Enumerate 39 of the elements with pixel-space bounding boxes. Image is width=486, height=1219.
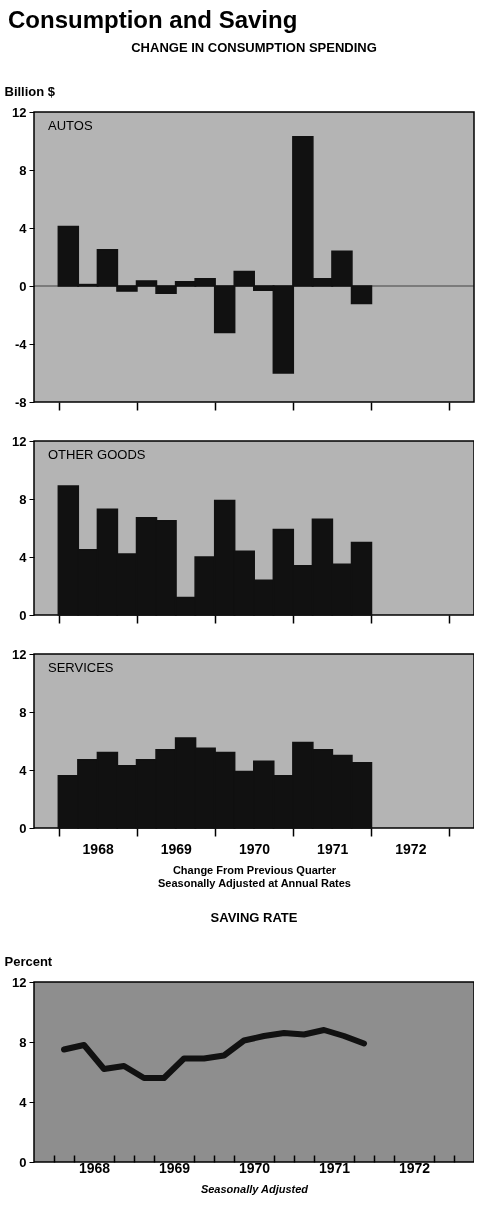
- text: Change From Previous Quarter: [172, 863, 337, 876]
- y-tick-label: 4: [19, 762, 28, 778]
- x-tick-label: 1971: [317, 840, 349, 857]
- y-tick-label: 12: [12, 433, 27, 449]
- text: Seasonally Adjusted: [200, 1182, 309, 1195]
- y-tick-label: 12: [12, 104, 27, 120]
- y-tick-label: 8: [19, 491, 27, 507]
- x-tick-label: 1969: [158, 1159, 191, 1176]
- text: Seasonally Adjusted at Annual Rates: [158, 876, 351, 889]
- x-tick-label: 1972: [398, 1159, 431, 1176]
- x-tick-label: 1969: [160, 840, 193, 857]
- y-tick-label: 0: [19, 820, 27, 836]
- y-tick-label: 8: [19, 1034, 27, 1050]
- annotation: SERVICES: [48, 660, 114, 675]
- y-tick-label: 4: [19, 220, 28, 236]
- x-tick-label: 1971: [318, 1159, 351, 1176]
- y-tick-label: 0: [19, 278, 27, 294]
- chart-subtitle: CHANGE IN CONSUMPTION SPENDING: [131, 40, 377, 55]
- x-tick-label: 1972: [395, 840, 427, 857]
- annotation: AUTOS: [48, 118, 93, 133]
- x-tick-label: 1970: [238, 840, 271, 857]
- y-tick-label: -4: [14, 336, 28, 352]
- y-axis-title: Billion $: [4, 83, 56, 99]
- annotation: OTHER GOODS: [48, 447, 146, 462]
- chart-title: Consumption and Saving: [7, 5, 299, 35]
- y-tick-label: 8: [19, 162, 27, 178]
- y-axis-title: Percent: [4, 953, 53, 969]
- x-tick-label: 1970: [238, 1159, 271, 1176]
- chart-title: SAVING RATE: [210, 910, 298, 925]
- x-tick-label: 1968: [82, 840, 114, 857]
- y-tick-label: 0: [19, 1154, 27, 1170]
- y-tick-label: -8: [14, 394, 27, 410]
- x-tick-label: 1968: [78, 1159, 111, 1176]
- y-tick-label: 12: [12, 974, 27, 990]
- y-tick-label: 8: [19, 704, 27, 720]
- y-tick-label: 12: [12, 646, 27, 662]
- y-tick-label: 4: [19, 549, 28, 565]
- y-tick-label: 4: [19, 1094, 28, 1110]
- y-tick-label: 0: [19, 607, 27, 623]
